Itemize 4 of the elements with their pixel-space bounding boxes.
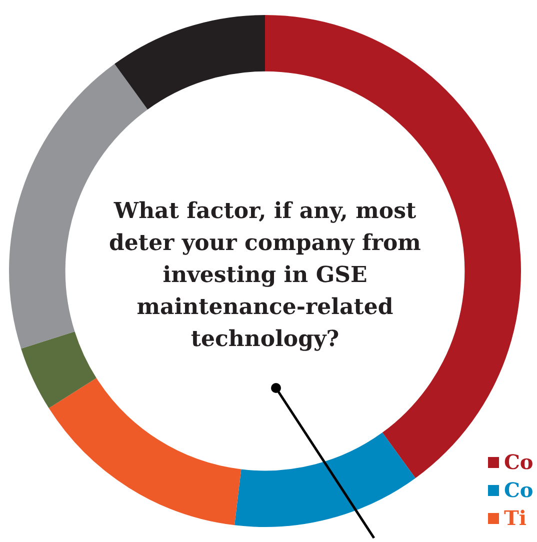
text: What factor, if any, most deter your company from investing in GSE maintenance-related technology? bbox=[108, 197, 422, 354]
legend-label: Co bbox=[504, 450, 534, 474]
legend-label: Co bbox=[504, 478, 534, 502]
legend-label: Ti bbox=[504, 506, 526, 530]
